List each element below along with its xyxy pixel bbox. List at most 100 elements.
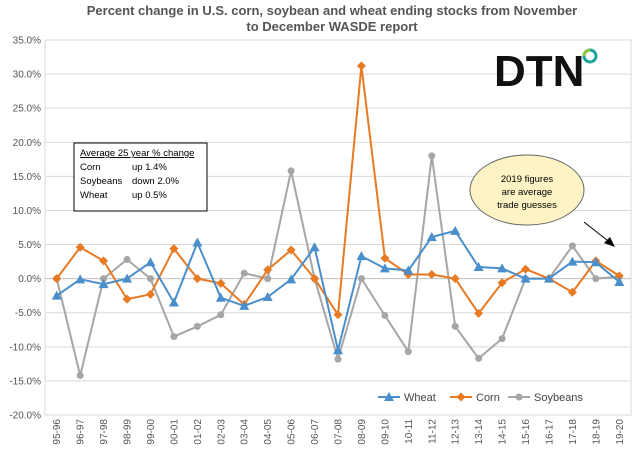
wheat-point	[122, 273, 133, 283]
x-tick-label: 96-97	[76, 419, 87, 445]
y-tick-label: 15.0%	[13, 172, 41, 183]
info-box-heading: Average 25 year % change	[80, 148, 194, 159]
annotation-ellipse	[469, 154, 585, 226]
y-tick-label: -20.0%	[9, 411, 41, 422]
x-tick-label: 10-11	[404, 419, 415, 444]
x-tick-label: 03-04	[240, 419, 251, 445]
soybeans-point	[475, 354, 483, 362]
wheat-point	[356, 251, 367, 261]
corn-point	[122, 294, 132, 304]
annotation-arrowhead	[604, 237, 615, 247]
wheat-series	[51, 225, 625, 355]
x-axis: 95-96 96-97 97-98 98-99 99-00 00-01 01-02 02-03…	[52, 419, 626, 445]
corn-point	[169, 244, 179, 254]
corn-point	[263, 265, 273, 275]
wheat-point	[567, 256, 578, 266]
wheat-point	[192, 237, 203, 247]
legend-soybeans-label: Soybeans	[534, 392, 583, 404]
soybeans-point	[428, 152, 436, 160]
x-tick-label: 04-05	[263, 419, 274, 445]
x-tick-label: 99-00	[146, 419, 157, 445]
wheat-point	[403, 265, 414, 275]
x-tick-label: 08-09	[357, 419, 368, 445]
x-tick-label: 01-02	[193, 419, 204, 445]
wheat-point	[590, 257, 601, 267]
y-tick-label: -5.0%	[15, 308, 41, 319]
legend-corn-swatch-marker	[456, 392, 466, 402]
x-tick-label: 14-15	[498, 419, 509, 445]
soybeans-series	[53, 152, 623, 379]
logo-ring-icon	[582, 48, 598, 64]
wheat-point	[614, 277, 625, 287]
wheat-point	[262, 292, 273, 302]
soybeans-point	[76, 371, 84, 379]
annotation-line-3: trade guesses	[497, 200, 557, 211]
y-tick-label: 20.0%	[13, 138, 41, 149]
corn-point	[192, 274, 202, 284]
chart-title-line-2: to December WASDE report	[246, 19, 418, 34]
x-tick-label: 12-13	[451, 419, 462, 445]
wheat-point	[309, 242, 320, 252]
corn-point	[145, 289, 155, 299]
wheat-point	[75, 274, 86, 284]
wheat-point	[473, 262, 484, 272]
x-tick-label: 13-14	[474, 419, 485, 445]
x-tick-label: 02-03	[216, 419, 227, 445]
soybeans-point	[381, 311, 389, 319]
info-corn-label: Corn	[80, 162, 101, 173]
soybeans-point	[193, 322, 201, 330]
corn-point	[567, 287, 577, 297]
average-info-box: Average 25 year % change Corn up 1.4% So…	[73, 142, 208, 212]
corn-point	[614, 271, 624, 281]
soybeans-point	[170, 333, 178, 341]
x-tick-label: 09-10	[380, 419, 391, 445]
info-box-frame	[73, 142, 208, 212]
logo-ring-accent	[582, 48, 591, 57]
x-tick-label: 06-07	[310, 419, 321, 445]
soybeans-point	[100, 275, 108, 283]
x-tick-label: 05-06	[287, 419, 298, 445]
soybeans-point	[123, 256, 131, 264]
corn-point	[450, 274, 460, 284]
wheat-point	[145, 257, 156, 267]
soybeans-point	[146, 275, 154, 283]
soybeans-point	[592, 275, 600, 283]
legend: Wheat Corn Soybeans	[378, 392, 583, 404]
legend-soybeans-swatch-marker	[515, 393, 523, 401]
y-tick-label: 30.0%	[13, 70, 41, 81]
y-tick-label: -15.0%	[9, 376, 41, 387]
corn-point	[75, 242, 85, 252]
soybeans-point	[451, 322, 459, 330]
annotation-line-2: are average	[502, 187, 553, 198]
x-tick-label: 00-01	[169, 419, 180, 445]
corn-point	[380, 253, 390, 263]
corn-point	[356, 61, 366, 71]
y-axis: -20.0% -15.0% -10.0% -5.0% 0.0% 5.0% 10.0% 15.0…	[9, 36, 41, 422]
wheat-point	[497, 263, 508, 273]
corn-point	[286, 245, 296, 255]
x-tick-label: 07-08	[334, 419, 345, 445]
y-tick-label: -10.0%	[9, 342, 41, 353]
series-layer	[51, 61, 625, 379]
x-tick-label: 15-16	[521, 419, 532, 445]
corn-point	[99, 256, 109, 266]
corn-point	[474, 308, 484, 318]
x-tick-label: 19-20	[615, 419, 626, 445]
soybeans-point	[240, 269, 248, 277]
corn-point	[497, 278, 507, 288]
corn-point	[310, 274, 320, 284]
soybeans-point	[217, 311, 225, 319]
wheat-point	[51, 290, 62, 300]
annotation-line-1: 2019 figures	[501, 174, 554, 185]
corn-point	[333, 310, 343, 320]
info-soybeans-label: Soybeans	[80, 176, 123, 187]
soybeans-point	[287, 167, 295, 175]
annotation-2019: 2019 figures are average trade guesses	[469, 154, 615, 247]
corn-point	[216, 278, 226, 288]
x-tick-label: 17-18	[568, 419, 579, 445]
wheat-point	[379, 263, 390, 273]
wheat-point	[215, 292, 226, 302]
soybeans-point	[404, 348, 412, 356]
x-tick-label: 95-96	[52, 419, 63, 445]
corn-point	[52, 274, 62, 284]
